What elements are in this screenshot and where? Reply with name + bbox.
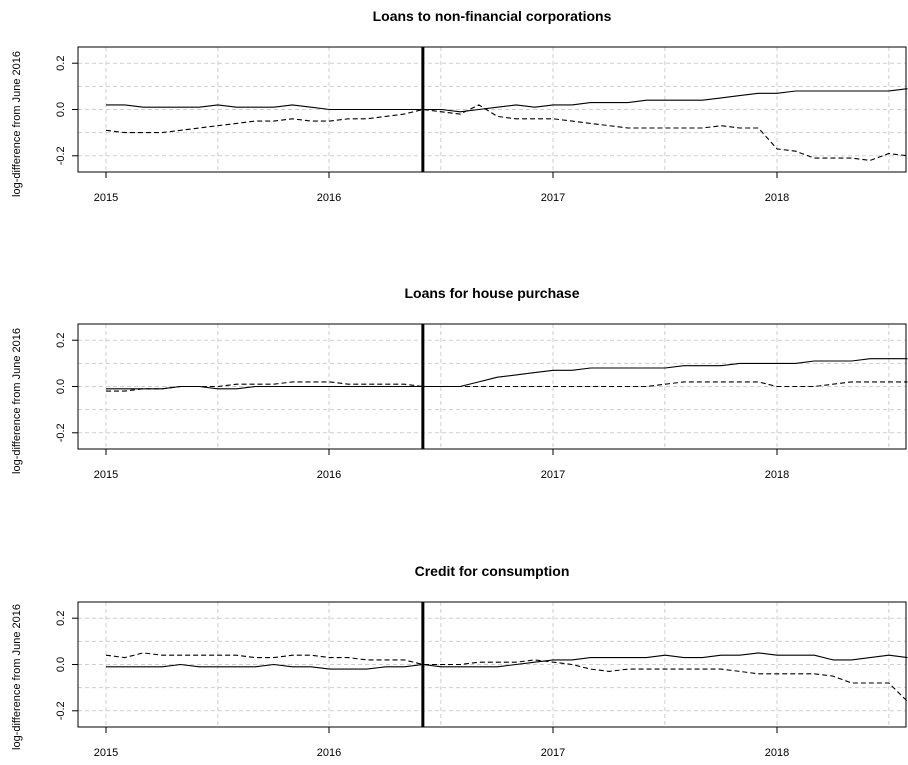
y-tick-label: 0.0 <box>55 102 67 117</box>
x-tick-label: 2017 <box>541 192 565 204</box>
chart-panel-2: Loans for house purchase 2015 2016 2017 2018… <box>11 285 908 481</box>
y-axis-label: log-difference from June 2016 <box>11 51 23 197</box>
x-tick-label: 2015 <box>94 192 118 204</box>
chart-title: Credit for consumption <box>415 563 570 579</box>
y-tick-label: 0.0 <box>55 379 67 394</box>
y-tick-label: 0.2 <box>55 56 67 71</box>
y-axis-label: log-difference from June 2016 <box>11 604 23 750</box>
y-tick-label: -0.2 <box>55 423 67 442</box>
chart-title: Loans to non-financial corporations <box>373 8 612 24</box>
y-tick-label: -0.2 <box>55 146 67 165</box>
chart-title: Loans for house purchase <box>404 285 579 301</box>
series-line-solid <box>106 358 908 390</box>
x-tick-label: 2015 <box>94 747 118 759</box>
series-line-dashed <box>105 652 908 702</box>
x-tick-label: 2018 <box>765 192 789 204</box>
y-tick-label: 0.2 <box>55 333 67 348</box>
x-tick-label: 2016 <box>317 192 341 204</box>
chart-panel-1: Loans to non-financial corporations 2015 2… <box>11 8 908 204</box>
x-tick-label: 2015 <box>94 469 118 481</box>
x-tick-label: 2016 <box>317 469 341 481</box>
y-tick-label: 0.0 <box>55 657 67 672</box>
y-tick-label: -0.2 <box>55 701 67 720</box>
y-tick-label: 0.2 <box>55 611 67 626</box>
x-tick-label: 2018 <box>765 469 789 481</box>
x-tick-label: 2017 <box>541 747 565 759</box>
series-line-dashed <box>105 104 908 161</box>
chart-panel-3: Credit for consumption 2015 2016 2017 2018 -0… <box>11 563 908 759</box>
series-line-solid <box>106 88 908 113</box>
series-line-dashed <box>106 381 908 392</box>
x-tick-label: 2017 <box>541 469 565 481</box>
y-axis-label: log-difference from June 2016 <box>11 328 23 474</box>
x-tick-label: 2016 <box>317 747 341 759</box>
series-line-solid <box>106 652 908 670</box>
x-tick-label: 2018 <box>765 747 789 759</box>
